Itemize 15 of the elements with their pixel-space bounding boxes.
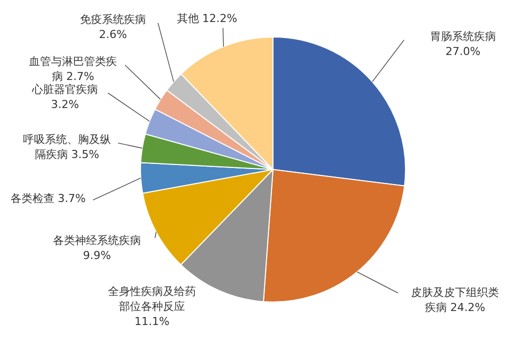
data-label: 3.2% bbox=[51, 98, 79, 111]
slice-label: 血管与淋巴管类疾病 2.7% bbox=[29, 54, 117, 83]
slice-label: 皮肤及皮下组织类疾病 24.2% bbox=[411, 286, 499, 314]
data-label: 2.6% bbox=[99, 28, 127, 41]
slice-label: 全身性疾病及给药部位各种反应 bbox=[108, 284, 196, 313]
slice-label: 各类检查 3.7% bbox=[10, 192, 86, 205]
data-label: 27.0% bbox=[446, 44, 480, 58]
slice-label: 免疫系统疾病 bbox=[80, 12, 146, 26]
slice-label: 呼吸系统、胸及纵隔疾病 3.5% bbox=[23, 132, 111, 161]
slice-label: 胃肠系统疾病 bbox=[430, 30, 496, 43]
slice-label: 各类神经系统疾病 bbox=[53, 234, 141, 247]
slice-label: 其他 12.2% bbox=[176, 12, 238, 25]
data-label: 11.1% bbox=[134, 314, 170, 328]
slice-label: 心脏器官疾病 bbox=[31, 82, 98, 96]
data-label: 9.9% bbox=[83, 248, 111, 262]
